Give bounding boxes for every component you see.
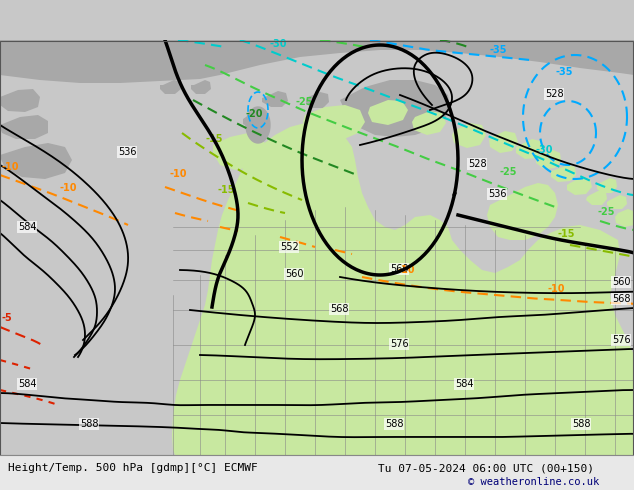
Polygon shape	[0, 115, 48, 139]
Text: Tu 07-05-2024 06:00 UTC (00+150): Tu 07-05-2024 06:00 UTC (00+150)	[378, 463, 594, 473]
Text: 536: 536	[118, 147, 136, 157]
Polygon shape	[0, 143, 72, 179]
Polygon shape	[567, 177, 592, 195]
Text: 568: 568	[330, 304, 349, 314]
Polygon shape	[0, 40, 634, 83]
Text: 584: 584	[18, 222, 37, 232]
Polygon shape	[412, 111, 446, 135]
Polygon shape	[536, 150, 561, 169]
Polygon shape	[551, 165, 576, 182]
Polygon shape	[246, 107, 270, 143]
Text: 588: 588	[385, 419, 403, 429]
Polygon shape	[160, 80, 181, 94]
Polygon shape	[597, 178, 617, 193]
Text: -15: -15	[218, 185, 235, 195]
Polygon shape	[607, 195, 627, 209]
Polygon shape	[516, 139, 542, 159]
Polygon shape	[366, 107, 403, 130]
Text: -35: -35	[490, 45, 507, 55]
Text: -30: -30	[535, 145, 552, 155]
Polygon shape	[340, 80, 450, 137]
Text: 576: 576	[612, 335, 631, 345]
Polygon shape	[487, 183, 558, 240]
Text: 560: 560	[390, 264, 408, 274]
Text: -10: -10	[398, 265, 415, 275]
Polygon shape	[0, 89, 40, 112]
Text: -15: -15	[205, 134, 223, 144]
Text: 560: 560	[285, 269, 304, 279]
Text: -5: -5	[2, 313, 13, 323]
Text: 560: 560	[612, 277, 630, 287]
Text: 528: 528	[545, 89, 564, 99]
Text: 576: 576	[390, 339, 409, 349]
Text: -10: -10	[60, 183, 77, 193]
Polygon shape	[368, 100, 408, 125]
Polygon shape	[243, 112, 265, 128]
Text: -25: -25	[598, 207, 616, 217]
Text: -30: -30	[270, 39, 287, 49]
Text: 568: 568	[612, 294, 630, 304]
Text: -20: -20	[245, 109, 262, 119]
Polygon shape	[303, 105, 365, 140]
Text: -10: -10	[548, 284, 566, 294]
Text: 588: 588	[80, 419, 98, 429]
Text: -25: -25	[295, 97, 313, 107]
Text: -10: -10	[2, 162, 20, 172]
Text: 552: 552	[280, 242, 299, 252]
Text: 584: 584	[18, 379, 37, 389]
Polygon shape	[213, 133, 268, 170]
Text: Height/Temp. 500 hPa [gdmp][°C] ECMWF: Height/Temp. 500 hPa [gdmp][°C] ECMWF	[8, 463, 258, 473]
Polygon shape	[172, 123, 634, 455]
Polygon shape	[191, 80, 211, 94]
Polygon shape	[262, 91, 288, 107]
Polygon shape	[615, 209, 634, 227]
Polygon shape	[306, 92, 329, 108]
Text: © weatheronline.co.uk: © weatheronline.co.uk	[468, 477, 599, 487]
Polygon shape	[452, 123, 486, 148]
Text: 536: 536	[488, 189, 507, 199]
Text: 528: 528	[468, 159, 487, 169]
Polygon shape	[489, 131, 518, 153]
Text: 588: 588	[572, 419, 590, 429]
Text: -15: -15	[558, 229, 576, 239]
Polygon shape	[586, 190, 607, 205]
Text: 584: 584	[455, 379, 474, 389]
Text: -10: -10	[170, 169, 188, 179]
Text: -25: -25	[500, 167, 517, 177]
Text: -35: -35	[556, 67, 574, 77]
